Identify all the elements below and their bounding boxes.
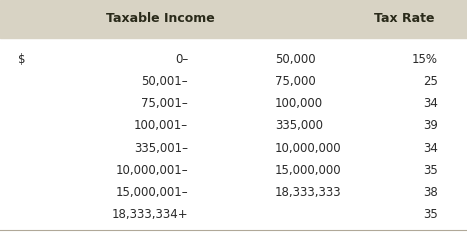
- Text: 0–: 0–: [175, 53, 188, 66]
- Text: Tax Rate: Tax Rate: [375, 13, 435, 25]
- Text: 15,000,001–: 15,000,001–: [115, 186, 188, 199]
- Text: 50,001–: 50,001–: [142, 75, 188, 88]
- Text: 34: 34: [423, 97, 438, 110]
- Text: 39: 39: [423, 119, 438, 132]
- Text: 25: 25: [423, 75, 438, 88]
- Text: 50,000: 50,000: [275, 53, 316, 66]
- Text: 38: 38: [423, 186, 438, 199]
- Text: 100,001–: 100,001–: [134, 119, 188, 132]
- Text: Taxable Income: Taxable Income: [106, 13, 214, 25]
- Text: $: $: [18, 53, 26, 66]
- Text: 34: 34: [423, 142, 438, 155]
- Text: 10,000,001–: 10,000,001–: [115, 164, 188, 177]
- Text: 35: 35: [423, 164, 438, 177]
- Text: 15,000,000: 15,000,000: [275, 164, 342, 177]
- Text: 335,001–: 335,001–: [134, 142, 188, 155]
- Text: 75,001–: 75,001–: [141, 97, 188, 110]
- Text: 15%: 15%: [412, 53, 438, 66]
- Text: 75,000: 75,000: [275, 75, 316, 88]
- Text: 18,333,334+: 18,333,334+: [111, 208, 188, 221]
- Text: 100,000: 100,000: [275, 97, 323, 110]
- Bar: [0, 0, 467, 38]
- Text: 10,000,000: 10,000,000: [275, 142, 342, 155]
- Text: 335,000: 335,000: [275, 119, 323, 132]
- Text: 18,333,333: 18,333,333: [275, 186, 342, 199]
- Text: 35: 35: [423, 208, 438, 221]
